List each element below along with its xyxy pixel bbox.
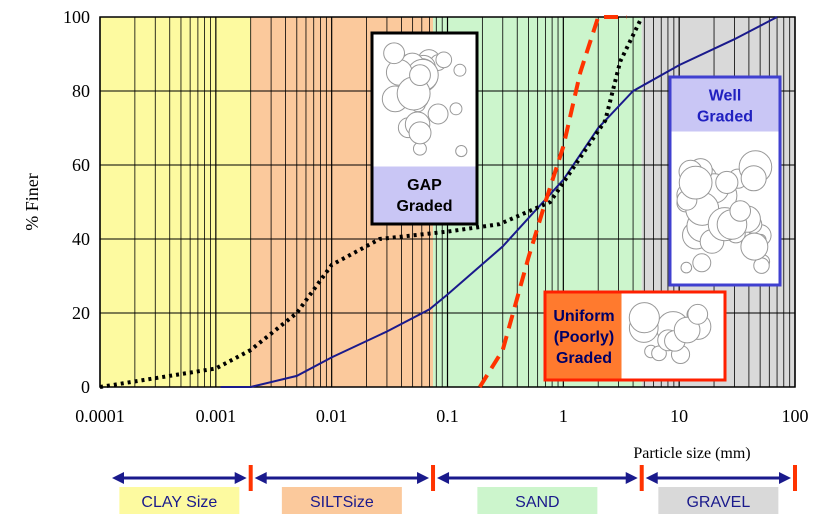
x-tick-label: 10 bbox=[670, 406, 688, 426]
arrow-head bbox=[626, 472, 638, 484]
annotation-text: Graded bbox=[396, 198, 452, 215]
grain-icon bbox=[688, 304, 708, 324]
zone-label: SAND bbox=[515, 494, 559, 511]
arrow-head bbox=[112, 472, 124, 484]
grain-icon bbox=[456, 145, 467, 156]
grain-icon bbox=[454, 64, 466, 76]
annotation: Uniform (Poorly) Graded bbox=[545, 292, 725, 380]
grain-icon bbox=[730, 201, 751, 222]
grain-icon bbox=[436, 52, 452, 68]
y-tick-label: 0 bbox=[81, 377, 90, 397]
x-axis-label: Particle size (mm) bbox=[633, 445, 750, 462]
zone-label: SILTSize bbox=[310, 494, 374, 511]
arrow-head bbox=[235, 472, 247, 484]
grain-icon bbox=[679, 166, 712, 199]
zone-label: GRAVEL bbox=[686, 494, 750, 511]
grain-icon bbox=[693, 254, 711, 272]
x-tick-label: 0.01 bbox=[316, 406, 348, 426]
x-tick-label: 0.1 bbox=[436, 406, 459, 426]
annotation-text: GAP bbox=[407, 177, 442, 194]
annotation-text: Uniform bbox=[553, 308, 614, 325]
grain-icon bbox=[384, 43, 405, 64]
grain-icon bbox=[428, 104, 448, 124]
annotation: Well Graded bbox=[670, 77, 780, 285]
x-tick-label: 100 bbox=[782, 406, 809, 426]
arrow-head bbox=[255, 472, 267, 484]
grain-icon bbox=[741, 233, 768, 260]
y-tick-label: 40 bbox=[72, 229, 90, 249]
y-tick-label: 60 bbox=[72, 155, 90, 175]
y-tick-label: 100 bbox=[63, 7, 90, 27]
y-tick-label: 80 bbox=[72, 81, 90, 101]
annotation-text: Graded bbox=[556, 350, 612, 367]
chart: % Finer Particle size (mm) 0.0001 0.001 0.… bbox=[0, 0, 835, 517]
y-axis-label: % Finer bbox=[22, 173, 42, 231]
zone-label: CLAY Size bbox=[141, 494, 217, 511]
grain-icon bbox=[681, 262, 692, 273]
arrow-head bbox=[779, 472, 791, 484]
grain-icon bbox=[741, 166, 766, 191]
annotation-text: (Poorly) bbox=[554, 329, 614, 346]
x-tick-label: 0.001 bbox=[196, 406, 237, 426]
grain-icon bbox=[410, 65, 431, 86]
annotation-text: Graded bbox=[697, 109, 753, 126]
x-tick-label: 1 bbox=[559, 406, 568, 426]
grain-icon bbox=[716, 171, 738, 193]
annotation: GAP Graded bbox=[372, 33, 477, 224]
y-tick-label: 20 bbox=[72, 303, 90, 323]
x-tick-label: 0.0001 bbox=[75, 406, 125, 426]
grain-icon bbox=[409, 122, 431, 144]
arrow-head bbox=[646, 472, 658, 484]
annotation-text: Well bbox=[709, 88, 742, 105]
grain-icon bbox=[629, 303, 659, 333]
arrow-head bbox=[417, 472, 429, 484]
zone-band bbox=[100, 17, 251, 387]
grain-icon bbox=[450, 103, 462, 115]
arrow-head bbox=[437, 472, 449, 484]
